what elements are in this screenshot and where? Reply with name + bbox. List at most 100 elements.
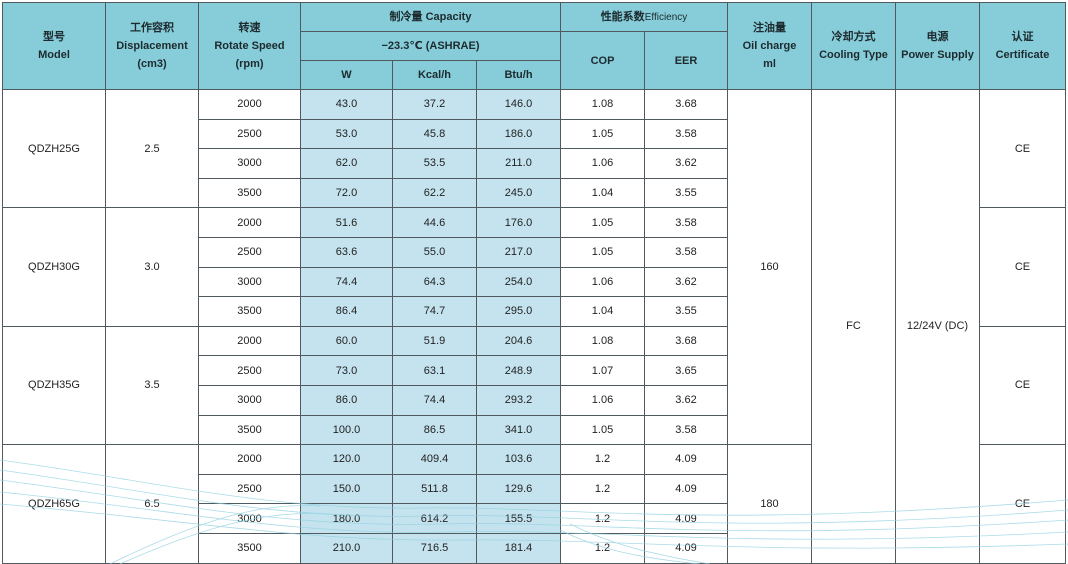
header-oil-unit: ml [763, 58, 776, 70]
header-cert-en: Certificate [995, 49, 1050, 61]
cell-kcal: 45.8 [392, 118, 477, 150]
header-oil-cn: 注油量 [753, 22, 786, 34]
cell-speed: 3500 [198, 177, 301, 209]
cell-btu: 295.0 [476, 296, 561, 327]
cell-w: 60.0 [300, 325, 393, 357]
cell-kcal: 64.3 [392, 266, 477, 298]
cell-btu: 176.0 [476, 207, 561, 238]
cell-btu: 245.0 [476, 177, 561, 209]
cell-speed: 3000 [198, 148, 301, 179]
cell-eer: 4.09 [644, 444, 728, 475]
cell-btu: 217.0 [476, 236, 561, 268]
cell-model: QDZH65G [2, 444, 106, 564]
cell-eer: 3.68 [644, 89, 728, 120]
cell-cop: 1.07 [560, 355, 645, 386]
header-capacity-cn: 制冷量 [389, 11, 423, 23]
cell-w: 62.0 [300, 148, 393, 179]
table-row: QDZH30G 3.0 2000 51.6 44.6 176.0 1.05 3.58 CE [2, 207, 1066, 327]
cell-btu: 129.6 [476, 473, 561, 505]
cell-kcal: 409.4 [392, 444, 477, 475]
header-capacity-en: Capacity [425, 11, 472, 23]
cell-w: 86.4 [300, 296, 393, 327]
cell-speed: 2000 [198, 89, 301, 120]
cell-speed: 3000 [198, 266, 301, 298]
cell-speed: 2500 [198, 236, 301, 268]
cell-eer: 4.09 [644, 473, 728, 505]
cell-w: 180.0 [300, 503, 393, 534]
cell-btu: 211.0 [476, 148, 561, 179]
table-row: 2500 73.0 63.1 248.9 1.07 3.65 [3, 355, 1066, 386]
cell-speed: 2500 [198, 473, 301, 505]
cell-displacement: 2.5 [105, 88, 199, 209]
cell-cop: 1.2 [560, 532, 645, 564]
cell-btu: 204.6 [476, 325, 561, 357]
cell-cop: 1.04 [560, 177, 645, 209]
cell-power-supply: 12/24V (DC) [895, 89, 980, 564]
header-model-cn: 型号 [43, 31, 65, 43]
cell-btu: 146.0 [476, 89, 561, 120]
cell-eer: 3.62 [644, 266, 728, 298]
header-capacity: 制冷量 Capacity [300, 2, 561, 32]
cell-eer: 3.58 [644, 414, 728, 446]
header-displacement-cn: 工作容积 [130, 22, 174, 34]
cell-speed: 3500 [198, 296, 301, 327]
cell-kcal: 37.2 [392, 89, 477, 120]
cell-w: 63.6 [300, 236, 393, 268]
cell-speed: 3500 [198, 532, 301, 564]
cell-cop: 1.04 [560, 296, 645, 327]
cell-w: 43.0 [300, 89, 393, 120]
cell-kcal: 62.2 [392, 177, 477, 209]
cell-model: QDZH35G [2, 325, 106, 446]
header-power-cn: 电源 [926, 31, 949, 43]
header-power: 电源 Power Supply [895, 2, 980, 90]
cell-eer: 3.62 [644, 148, 728, 179]
cell-w: 73.0 [300, 355, 393, 386]
header-capacity-condition: −23.3℃ (ASHRAE) [300, 31, 561, 61]
header-oil-en: Oil charge [742, 40, 797, 52]
cell-eer: 3.62 [644, 384, 728, 416]
cell-w: 120.0 [300, 444, 393, 475]
header-btu: Btu/h [476, 60, 561, 90]
cell-model: QDZH30G [2, 207, 106, 327]
header-eer: EER [644, 31, 728, 90]
cell-speed: 2500 [198, 355, 301, 386]
cell-cop: 1.05 [560, 236, 645, 268]
table-row: 2500 63.6 55.0 217.0 1.05 3.58 [3, 236, 1066, 268]
header-w: W [300, 60, 393, 90]
header-oil: 注油量 Oil charge ml [727, 2, 812, 90]
header-efficiency: 性能系数Efficiency [560, 2, 728, 32]
cell-w: 51.6 [300, 207, 393, 238]
table-header: 型号 Model 工作容积 Displacement (cm3) 转速 Rota… [2, 2, 1066, 90]
cell-kcal: 55.0 [392, 236, 477, 268]
header-cooling-en: Cooling Type [819, 49, 888, 61]
cell-btu: 293.2 [476, 384, 561, 416]
cell-cop: 1.2 [560, 503, 645, 534]
cell-certificate: CE [979, 207, 1066, 327]
cell-btu: 254.0 [476, 266, 561, 298]
cell-kcal: 716.5 [392, 532, 477, 564]
table-row: QDZH35G 3.5 2000 60.0 51.9 204.6 1.08 3.68 CE [2, 325, 1066, 446]
cell-cop: 1.06 [560, 148, 645, 179]
cell-kcal: 51.9 [392, 325, 477, 357]
cell-w: 53.0 [300, 118, 393, 150]
cell-btu: 341.0 [476, 414, 561, 446]
cell-model: QDZH25G [2, 88, 106, 209]
table-row: QDZH25G 2.5 2000 43.0 37.2 146.0 1.08 3.68 160 FC… [2, 88, 1066, 564]
cell-cooling-type: FC [811, 89, 896, 564]
cell-oil-charge: 180 [727, 444, 812, 564]
cell-kcal: 614.2 [392, 503, 477, 534]
cell-eer: 3.55 [644, 296, 728, 327]
table-row: 3000 62.0 53.5 211.0 1.06 3.62 [3, 148, 1066, 179]
header-kcal: Kcal/h [392, 60, 477, 90]
cell-eer: 3.65 [644, 355, 728, 386]
cell-speed: 2000 [198, 325, 301, 357]
header-efficiency-en: Efficiency [644, 11, 688, 23]
table-body: QDZH25G 2.5 2000 43.0 37.2 146.0 1.08 3.68 160 FC… [2, 88, 1066, 564]
cell-speed: 2500 [198, 118, 301, 150]
cell-oil-charge: 160 [727, 88, 812, 446]
header-cert: 认证 Certificate [979, 2, 1066, 90]
cell-btu: 103.6 [476, 444, 561, 475]
header-cert-cn: 认证 [1011, 31, 1034, 43]
header-speed-cn: 转速 [238, 22, 261, 34]
cell-displacement: 6.5 [105, 444, 199, 564]
